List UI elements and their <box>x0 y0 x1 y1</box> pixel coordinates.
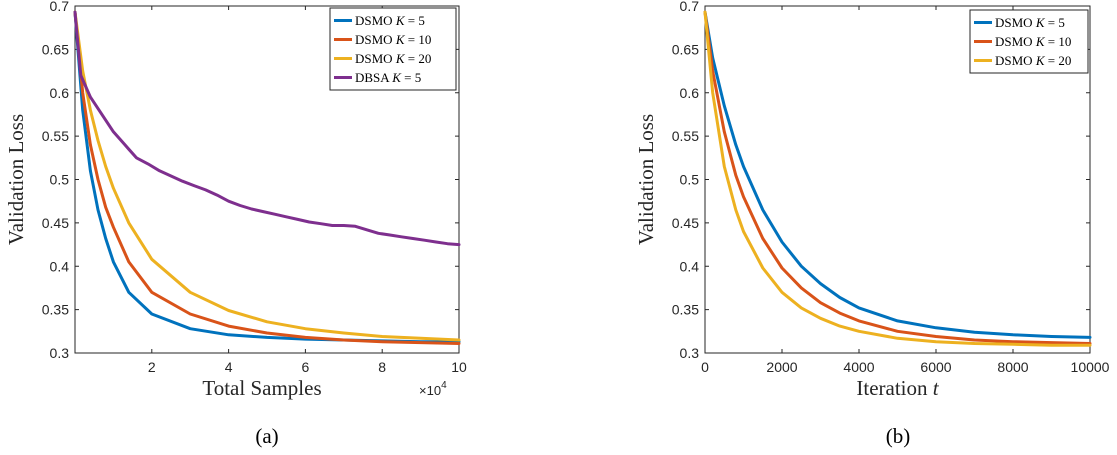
x-axis-label: Total Samples <box>202 376 321 400</box>
series-line-1 <box>703 10 1092 339</box>
x-multiplier: ×104 <box>419 380 447 398</box>
y-tick-label: 0.3 <box>50 345 70 361</box>
y-tick-label: 0.35 <box>672 302 699 318</box>
y-tick-label: 0.6 <box>50 85 70 101</box>
y-tick-label: 0.6 <box>680 85 700 101</box>
series-line-4 <box>73 10 461 247</box>
y-tick-label: 0.4 <box>50 258 70 274</box>
legend-entry: DSMO K = 20 <box>355 51 431 66</box>
legend-entry: DSMO K = 5 <box>355 13 425 28</box>
x-tick-label: 8 <box>378 359 386 375</box>
series-line-2 <box>73 10 461 345</box>
panel-b: 0 2000 4000 6000 8000 10000 0.3 0.35 0.4 0.45 0.5 0… <box>634 0 1110 448</box>
subfigure-label-b: (b) <box>886 424 911 448</box>
y-tick-label: 0.4 <box>680 258 700 274</box>
series-line-2 <box>703 10 1092 345</box>
legend-entry: DSMO K = 10 <box>995 34 1071 49</box>
y-axis-label: Validation Loss <box>4 114 28 245</box>
y-tick-label: 0.65 <box>672 41 699 57</box>
y-tick-label: 0.3 <box>680 345 700 361</box>
y-tick-label: 0.45 <box>42 215 69 231</box>
y-tick-label: 0.55 <box>672 128 699 144</box>
y-tick-label: 0.55 <box>42 128 69 144</box>
series-line-3 <box>73 10 461 342</box>
series-line-3 <box>703 10 1092 347</box>
x-axis-label: Iteration t <box>856 376 939 400</box>
legend-b: DSMO K = 5 DSMO K = 10 DSMO K = 20 <box>969 9 1089 74</box>
y-tick-label: 0.45 <box>672 215 699 231</box>
legend-entry: DSMO K = 10 <box>355 32 431 47</box>
x-tick-label: 8000 <box>997 359 1028 375</box>
x-multiplier-exponent: 4 <box>441 380 447 391</box>
x-tick-label: 6000 <box>920 359 951 375</box>
y-tick-label: 0.65 <box>42 41 69 57</box>
panel-a: 2 4 6 8 10 0.3 0.35 0.4 0.45 0.5 0.55 0.6 0.65 0.7 ×10… <box>4 0 467 448</box>
x-tick-label: 4 <box>225 359 233 375</box>
x-tick-label: 0 <box>701 359 709 375</box>
x-tick-label: 6 <box>302 359 310 375</box>
subfigure-label-a: (a) <box>255 424 278 448</box>
y-tick-label: 0.5 <box>50 172 70 188</box>
legend-a: DSMO K = 5 DSMO K = 10 DSMO K = 20 DBSA K =… <box>329 7 457 91</box>
x-tick-label: 10 <box>451 359 467 375</box>
x-axis-variable: t <box>933 376 940 400</box>
x-tick-label: 10000 <box>1071 359 1110 375</box>
x-tick-label: 4000 <box>843 359 874 375</box>
y-tick-label: 0.5 <box>680 172 700 188</box>
y-tick-label: 0.7 <box>680 0 700 14</box>
legend-entry: DSMO K = 20 <box>995 53 1071 68</box>
legend-entry: DBSA K = 5 <box>355 70 421 85</box>
y-axis-label: Validation Loss <box>634 114 658 245</box>
y-tick-label: 0.7 <box>50 0 70 14</box>
x-tick-label: 2 <box>148 359 156 375</box>
x-tick-label: 2000 <box>766 359 797 375</box>
y-tick-label: 0.35 <box>42 302 69 318</box>
legend-entry: DSMO K = 5 <box>995 15 1065 30</box>
